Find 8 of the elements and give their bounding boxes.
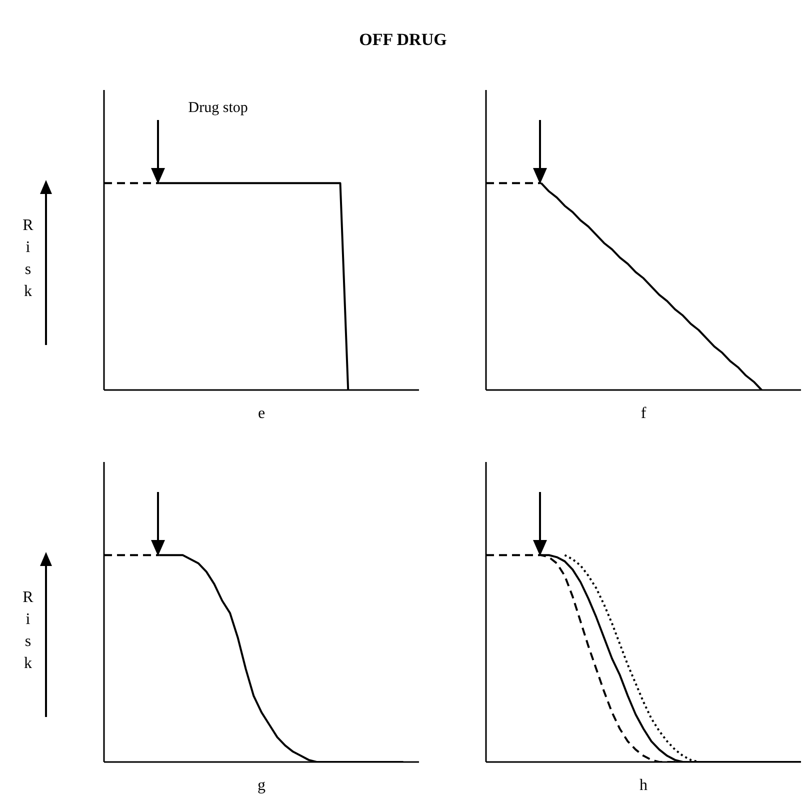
y-axis-title: Risk xyxy=(22,216,34,302)
chart-title: OFF DRUG xyxy=(358,30,448,50)
x-axis-title: f xyxy=(640,405,647,422)
x-axis-title: h xyxy=(640,777,648,794)
x-axis-title: e xyxy=(258,405,266,422)
text: Drug stop xyxy=(188,100,248,117)
y-axis-title: Risk xyxy=(22,588,34,674)
x-axis-title: g xyxy=(258,777,266,794)
